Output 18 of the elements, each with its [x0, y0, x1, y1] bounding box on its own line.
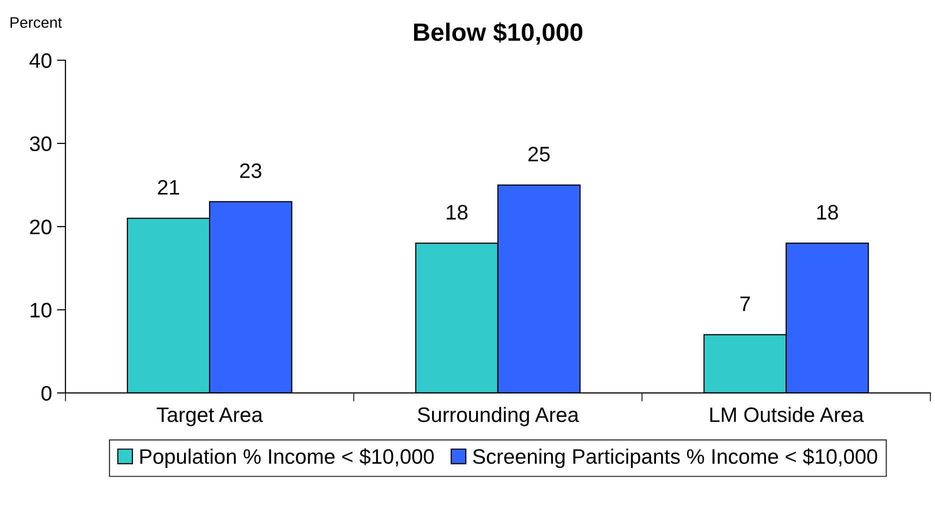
data-label: 7 — [740, 296, 750, 311]
legend-label: Population % Income < $10,000 — [140, 448, 434, 468]
chart-title: Below $10,000 — [414, 22, 582, 45]
legend-label: Screening Participants % Income < $10,000 — [473, 448, 878, 468]
x-tick-label: LM Outside Area — [710, 406, 864, 422]
y-tick-label: 0 — [41, 386, 52, 401]
y-tick-label: 40 — [30, 53, 52, 68]
x-tick-label: Target Area — [156, 408, 263, 426]
x-tick-label: Surrounding Area — [418, 406, 579, 426]
data-label: 18 — [817, 204, 838, 220]
data-label: 21 — [158, 180, 180, 195]
data-label: 23 — [240, 163, 262, 178]
y-axis-title: Percent — [10, 17, 62, 28]
y-tick-label: 20 — [30, 220, 52, 234]
y-tick-label: 30 — [30, 136, 52, 152]
data-label: 18 — [446, 204, 468, 220]
y-tick-label: 10 — [30, 302, 52, 318]
data-label: 25 — [528, 146, 550, 162]
